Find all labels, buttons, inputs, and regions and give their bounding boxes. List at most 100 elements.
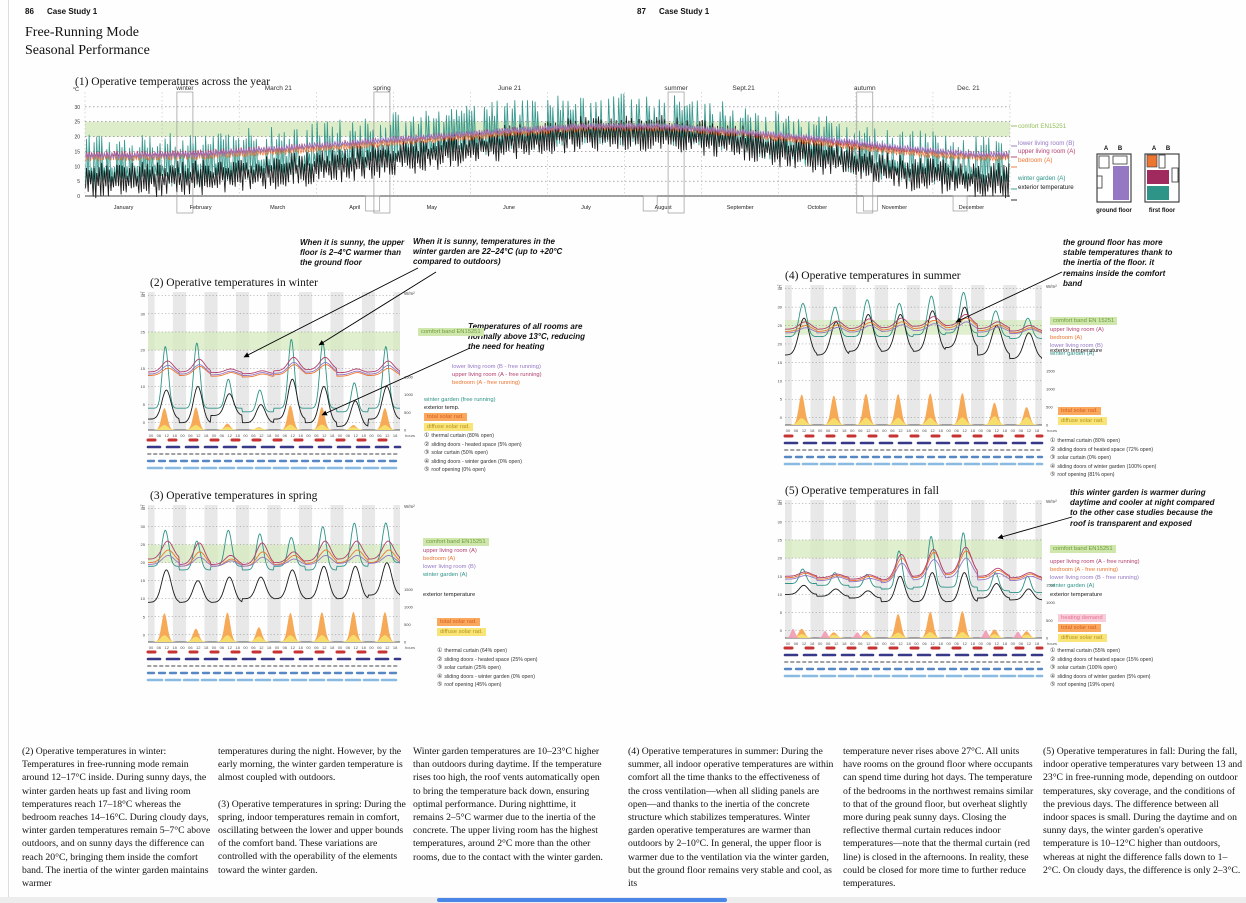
svg-text:September: September xyxy=(727,205,754,211)
svg-text:25: 25 xyxy=(141,329,146,334)
svg-text:12: 12 xyxy=(802,428,807,433)
svg-text:W/m²: W/m² xyxy=(1046,499,1057,504)
schedule-legend-item: ⑤ roof opening (45% open) xyxy=(437,682,502,688)
svg-text:18: 18 xyxy=(874,428,879,433)
legend-item: upper living room (A) xyxy=(423,548,477,554)
svg-text:5: 5 xyxy=(780,397,783,402)
scrollbar-thumb[interactable] xyxy=(437,898,727,902)
svg-text:12: 12 xyxy=(930,641,935,646)
svg-text:12: 12 xyxy=(354,433,359,438)
svg-text:06: 06 xyxy=(890,428,895,433)
annotation-arrow xyxy=(955,271,1063,323)
svg-text:12: 12 xyxy=(1027,641,1032,646)
caption-chart-fall: (5) Operative temperatures in fall xyxy=(785,485,939,497)
svg-text:06: 06 xyxy=(954,641,959,646)
svg-text:12: 12 xyxy=(165,433,170,438)
svg-text:06: 06 xyxy=(314,645,319,650)
footer-paragraph: Winter garden temperatures are 10–23°C h… xyxy=(413,746,603,863)
legend-item: lower living room (B - free running) xyxy=(1050,575,1139,582)
schedule-legend-item: ① thermal curtain (80% open) xyxy=(424,433,494,439)
svg-text:06: 06 xyxy=(220,645,225,650)
svg-text:5: 5 xyxy=(77,179,80,185)
footer-paragraph: (3) Operative temperatures in spring: Du… xyxy=(218,798,406,876)
svg-text:W/m²: W/m² xyxy=(404,291,415,296)
svg-text:20: 20 xyxy=(141,348,146,353)
svg-text:first floor: first floor xyxy=(1149,208,1176,214)
caption-chart-year: (1) Operative temperatures across the ye… xyxy=(75,76,271,88)
svg-text:35: 35 xyxy=(778,286,783,291)
svg-text:0: 0 xyxy=(143,420,146,425)
svg-text:B: B xyxy=(1118,146,1123,152)
svg-text:12: 12 xyxy=(354,645,359,650)
svg-text:00: 00 xyxy=(338,645,343,650)
legend-block: comfort band EN 15251 xyxy=(1050,315,1118,326)
legend-item: lower living room (B) xyxy=(1050,343,1103,350)
svg-text:06: 06 xyxy=(346,645,351,650)
svg-text:10: 10 xyxy=(141,384,146,389)
svg-text:18: 18 xyxy=(204,433,209,438)
legend-block: winter garden (free running) exterior tem… xyxy=(424,395,496,411)
svg-text:18: 18 xyxy=(267,645,272,650)
legend-item: winter garden (A) xyxy=(1050,583,1095,590)
svg-text:06: 06 xyxy=(283,645,288,650)
svg-text:06: 06 xyxy=(826,428,831,433)
svg-text:15: 15 xyxy=(141,366,146,371)
legend-block: total solar rad. diffuse solar rad. xyxy=(437,616,486,637)
svg-text:1000: 1000 xyxy=(1046,387,1056,392)
footer-paragraph: temperatures during the night. However, … xyxy=(218,746,403,784)
svg-text:12: 12 xyxy=(322,645,327,650)
svg-text:W/m²: W/m² xyxy=(1046,284,1057,289)
footer-column: (4) Operative temperatures in summer: Du… xyxy=(628,745,834,903)
svg-text:ground floor: ground floor xyxy=(1096,208,1132,214)
svg-text:°C: °C xyxy=(777,284,783,289)
svg-text:5: 5 xyxy=(780,610,783,615)
annotation-arrow xyxy=(997,516,1073,540)
svg-text:0: 0 xyxy=(404,640,407,645)
svg-text:00: 00 xyxy=(243,645,248,650)
svg-text:06: 06 xyxy=(377,433,382,438)
legend-block: total solar rad. diffuse solar rad. xyxy=(1058,405,1107,426)
svg-text:18: 18 xyxy=(235,433,240,438)
svg-text:10: 10 xyxy=(74,164,80,170)
footer-column: (5) Operative temperatures in fall: Duri… xyxy=(1043,745,1243,890)
legend-block: exterior temperature xyxy=(423,590,475,598)
svg-text:12: 12 xyxy=(962,641,967,646)
svg-text:06: 06 xyxy=(858,641,863,646)
svg-text:0: 0 xyxy=(780,628,783,633)
svg-text:18: 18 xyxy=(1035,641,1040,646)
svg-text:15: 15 xyxy=(778,574,783,579)
svg-text:35: 35 xyxy=(778,501,783,506)
legend-item: total solar rad. xyxy=(1058,407,1101,416)
svg-text:1500: 1500 xyxy=(404,374,414,379)
svg-text:autumn: autumn xyxy=(854,85,876,92)
svg-text:00: 00 xyxy=(369,433,374,438)
svg-text:00: 00 xyxy=(306,645,311,650)
legend-item: winter garden (A) xyxy=(423,572,468,579)
svg-text:hours: hours xyxy=(1047,428,1057,433)
legend-block: lower living room (B - free running) uppe… xyxy=(452,362,542,386)
svg-text:1500: 1500 xyxy=(404,587,414,592)
svg-text:06: 06 xyxy=(1019,641,1024,646)
svg-text:25: 25 xyxy=(778,323,783,328)
svg-text:06: 06 xyxy=(188,645,193,650)
svg-text:5: 5 xyxy=(143,614,146,619)
page-edge-line xyxy=(8,0,9,903)
svg-text:15: 15 xyxy=(74,149,80,155)
svg-text:25: 25 xyxy=(74,120,80,126)
legend-item: exterior temp. xyxy=(424,405,460,412)
svg-text:12: 12 xyxy=(898,641,903,646)
svg-text:12: 12 xyxy=(1027,428,1032,433)
schedule-legend-item: ⑤ roof opening (0% open) xyxy=(424,467,486,473)
right-page-number: 87 xyxy=(637,7,646,16)
svg-text:12: 12 xyxy=(165,645,170,650)
svg-text:1000: 1000 xyxy=(404,392,414,397)
svg-text:Sept.21: Sept.21 xyxy=(732,85,755,92)
svg-text:18: 18 xyxy=(393,645,398,650)
svg-text:18: 18 xyxy=(393,433,398,438)
svg-text:06: 06 xyxy=(251,433,256,438)
svg-text:18: 18 xyxy=(267,433,272,438)
legend-item: exterior temperature xyxy=(423,592,476,598)
svg-text:°C: °C xyxy=(73,87,79,93)
